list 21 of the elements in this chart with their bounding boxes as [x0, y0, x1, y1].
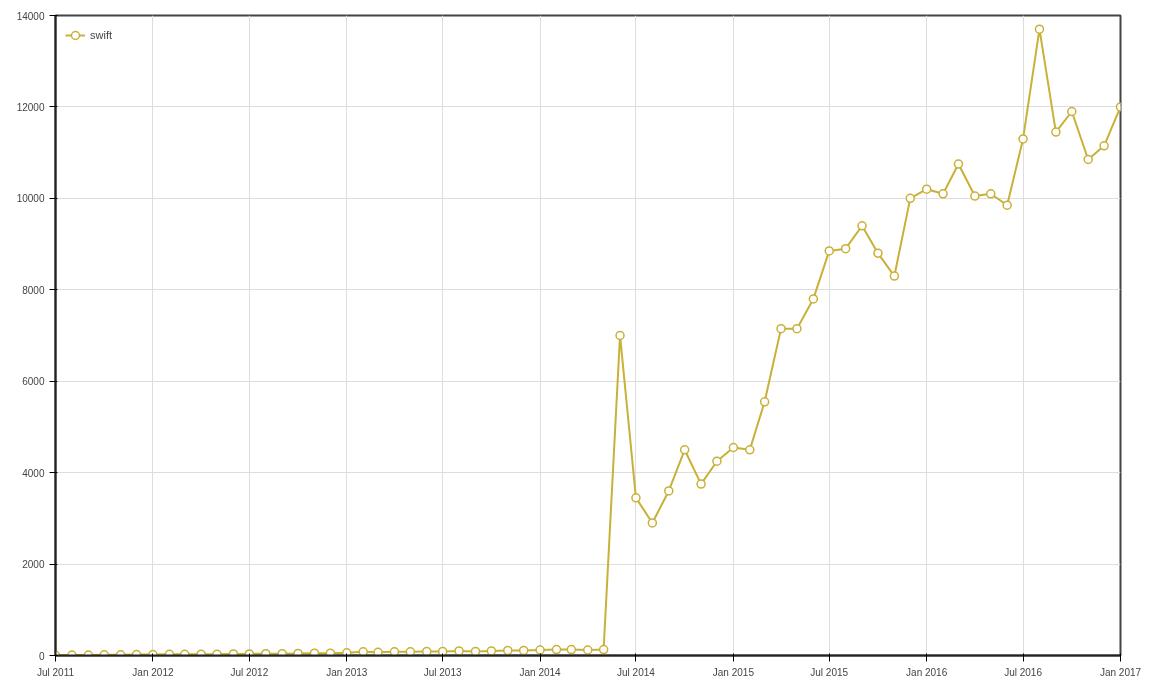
x-tick-label: Jan 2013 — [326, 666, 368, 678]
x-tick-label: Jul 2014 — [617, 666, 656, 678]
x-tick-label: Jan 2016 — [906, 666, 948, 678]
y-tick-label: 6000 — [22, 376, 45, 388]
y-tick-label: 4000 — [22, 467, 45, 479]
x-tick-label: Jul 2015 — [810, 666, 849, 678]
x-tick-label: Jul 2013 — [423, 666, 462, 678]
x-tick-label: Jan 2015 — [712, 666, 755, 678]
legend-label: swift — [90, 29, 112, 41]
x-tick-label: Jan 2017 — [1099, 666, 1142, 678]
x-tick-label: Jan 2014 — [519, 666, 562, 678]
y-tick-label: 8000 — [22, 284, 45, 296]
x-tick-label: Jan 2012 — [132, 666, 174, 678]
x-tick-label: Jul 2011 — [36, 666, 75, 678]
y-tick-label: 2000 — [22, 559, 45, 571]
x-tick-label: Jul 2016 — [1004, 666, 1043, 678]
y-tick-label: 0 — [38, 650, 45, 662]
x-tick-label: Jul 2012 — [230, 666, 269, 678]
y-tick-label: 12000 — [16, 101, 45, 113]
y-tick-label: 10000 — [16, 193, 45, 205]
y-tick-label: 14000 — [16, 10, 45, 22]
